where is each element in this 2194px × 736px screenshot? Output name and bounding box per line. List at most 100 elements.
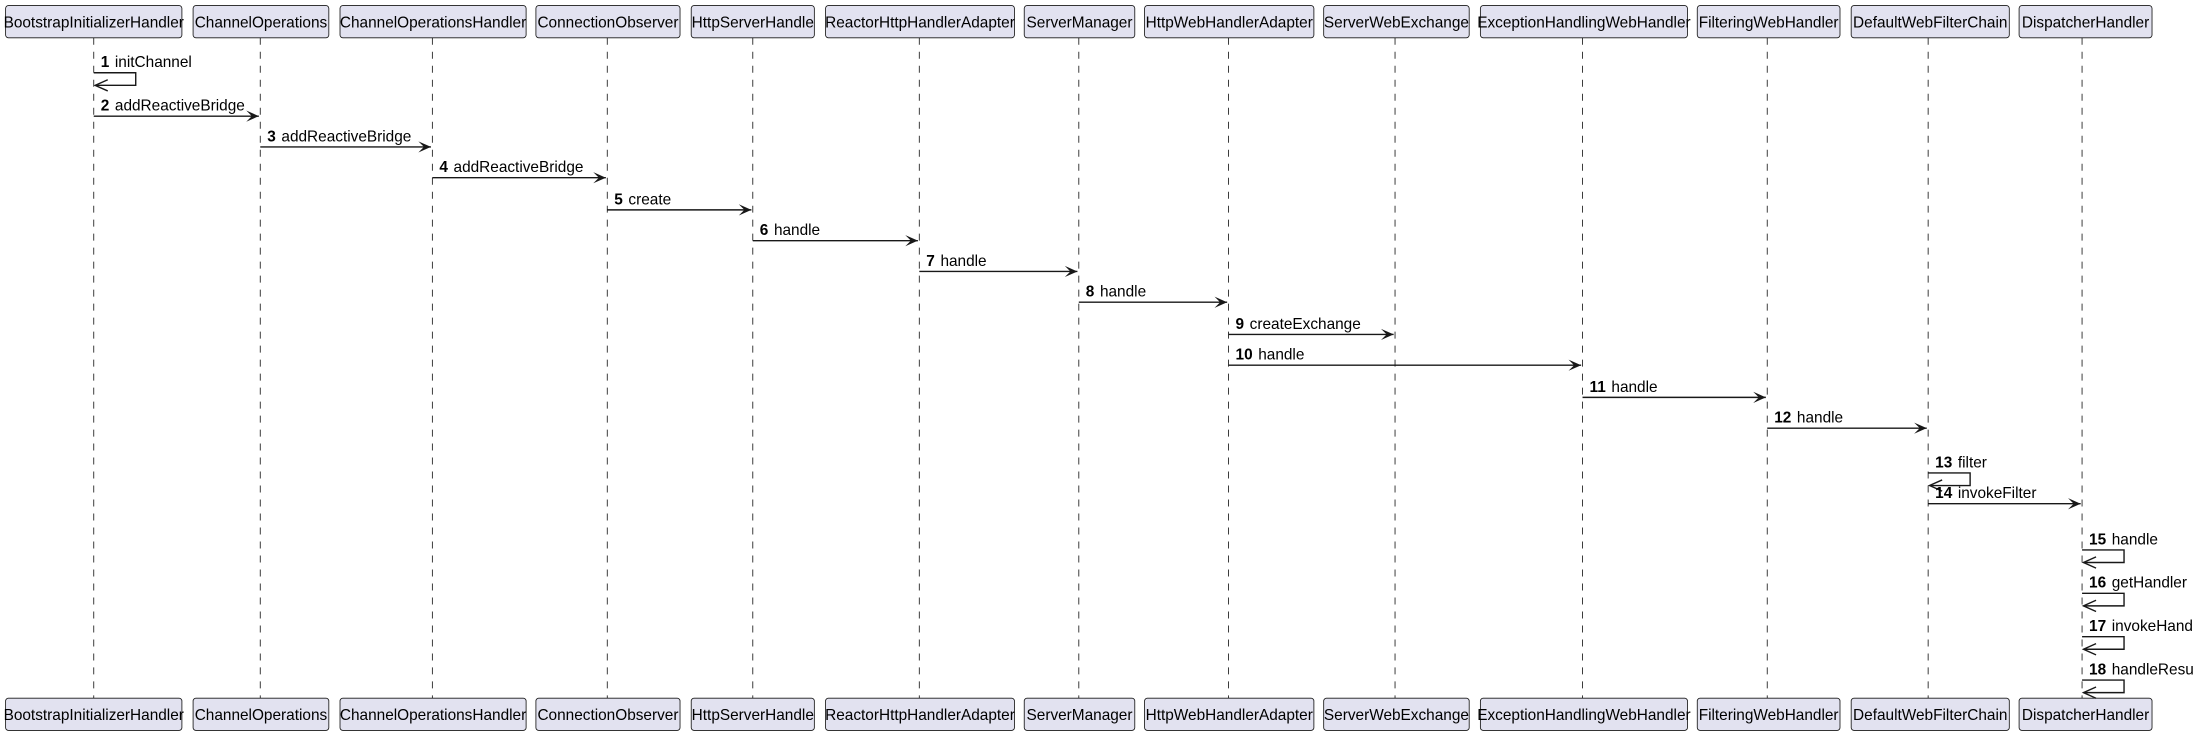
- arrow-head: [2081, 686, 2097, 699]
- message-text: invokeFilter: [1958, 485, 2037, 502]
- participant-name: ConnectionObserver: [537, 14, 678, 31]
- participant-name: ServerManager: [1027, 14, 1133, 31]
- participant-box-top: [1696, 5, 1841, 39]
- participant-name: DefaultWebFilterChain: [1853, 14, 2007, 31]
- arrow-head: [1753, 391, 1766, 403]
- participant-box-top: [535, 5, 681, 39]
- message-text: handle: [2112, 531, 2158, 548]
- message-label: 1 initChannel: [101, 54, 192, 71]
- message: 15 handle: [2081, 531, 2158, 569]
- message-text: create: [628, 191, 671, 208]
- participant-box-bottom: [5, 697, 183, 731]
- arrow-head: [93, 79, 109, 92]
- participant-box-bottom: [2018, 697, 2153, 731]
- message-text: handle: [774, 222, 820, 239]
- message: 12 handle: [1767, 410, 1927, 434]
- message: 10 handle: [1228, 347, 1582, 371]
- message-number: 17: [2089, 618, 2106, 635]
- message: 8 handle: [1078, 284, 1228, 308]
- message-number: 2: [101, 98, 110, 115]
- message-text: getHandler: [2112, 575, 2187, 592]
- message-number: 15: [2089, 531, 2107, 548]
- message: 1 initChannel: [93, 54, 192, 92]
- arrow-head: [738, 204, 752, 216]
- participant-box-top: [1323, 5, 1470, 39]
- message: 17 invokeHandler: [2081, 618, 2194, 656]
- participant-name: BootstrapInitializerHandler: [4, 707, 184, 724]
- participant-box-bottom: [690, 697, 815, 731]
- message-number: 14: [1935, 485, 1953, 502]
- participant-box-top: [1023, 5, 1136, 39]
- message-text: initChannel: [115, 54, 192, 71]
- message-label: 7 handle: [926, 253, 986, 270]
- message-label: 6 handle: [760, 222, 820, 239]
- participant-name: ExceptionHandlingWebHandler: [1477, 707, 1690, 724]
- participant-box-top: [5, 5, 183, 39]
- message: 7 handle: [919, 253, 1078, 278]
- participant-name: HttpServerHandle: [692, 14, 814, 31]
- message: 5 create: [607, 191, 752, 216]
- participant-name: ChannelOperationsHandler: [340, 707, 526, 724]
- self-arrow: [2082, 549, 2125, 564]
- message: 6 handle: [752, 222, 918, 247]
- participant-name: ReactorHttpHandlerAdapter: [825, 707, 1015, 724]
- participant-name: ExceptionHandlingWebHandler: [1477, 14, 1690, 31]
- arrow-head: [1381, 328, 1394, 341]
- participant-box-top: [339, 5, 527, 39]
- message-text: addReactiveBridge: [281, 128, 411, 145]
- message: 18 handleResult: [2081, 661, 2194, 699]
- arrow-head: [1214, 296, 1228, 308]
- arrow-head: [1568, 359, 1582, 371]
- participant-box-bottom: [1023, 697, 1136, 731]
- message-label: 15 handle: [2089, 531, 2158, 548]
- participant-name: ChannelOperations: [195, 707, 328, 724]
- message-label: 18 handleResult: [2089, 661, 2194, 678]
- participant-name: ServerWebExchange: [1324, 14, 1469, 31]
- arrow-head: [246, 110, 259, 122]
- message-label: 8 handle: [1086, 284, 1146, 301]
- message-text: handle: [1611, 379, 1657, 396]
- message-number: 8: [1086, 284, 1095, 301]
- message: 14 invokeFilter: [1928, 485, 2081, 510]
- arrow-head: [1927, 479, 1943, 492]
- participant-box-bottom: [339, 697, 527, 731]
- message-number: 1: [101, 54, 110, 71]
- message-text: invokeHandler: [2112, 618, 2194, 635]
- message: 16 getHandler: [2081, 575, 2187, 613]
- participant-box-top: [2018, 5, 2153, 39]
- self-arrow: [2082, 679, 2125, 694]
- arrow-head: [1064, 265, 1078, 278]
- participant-name: HttpWebHandlerAdapter: [1146, 707, 1313, 724]
- message-label: 16 getHandler: [2089, 575, 2187, 592]
- message: 11 handle: [1582, 379, 1766, 403]
- participant-box-bottom: [1479, 697, 1688, 731]
- participant-box-top: [825, 5, 1015, 39]
- arrow-head: [418, 141, 431, 153]
- participant-box-top: [690, 5, 815, 39]
- self-arrow: [1928, 472, 1971, 487]
- message: 4 addReactiveBridge: [432, 159, 606, 184]
- message-text: createExchange: [1250, 316, 1361, 333]
- self-arrow: [2082, 592, 2125, 607]
- participant-name: ConnectionObserver: [537, 707, 678, 724]
- participant-name: DispatcherHandler: [2022, 707, 2149, 724]
- message-number: 3: [267, 128, 276, 145]
- participant-name: BootstrapInitializerHandler: [4, 14, 184, 31]
- participant-name: HttpWebHandlerAdapter: [1146, 14, 1313, 31]
- participant-name: ChannelOperationsHandler: [340, 14, 526, 31]
- message-label: 2 addReactiveBridge: [101, 98, 245, 115]
- participant-name: DefaultWebFilterChain: [1853, 707, 2007, 724]
- message-number: 11: [1590, 379, 1607, 396]
- participant-box-bottom: [1850, 697, 2010, 731]
- arrow-head: [2068, 498, 2081, 510]
- message-number: 16: [2089, 575, 2106, 592]
- message-text: handle: [1797, 410, 1843, 427]
- message-text: handle: [1100, 284, 1146, 301]
- message-label: 10 handle: [1236, 347, 1305, 364]
- message-number: 10: [1236, 347, 1253, 364]
- message-label: 5 create: [614, 191, 671, 208]
- message-text: handle: [940, 253, 986, 270]
- message-number: 4: [439, 159, 448, 176]
- message-label: 17 invokeHandler: [2089, 618, 2194, 635]
- participant-name: ChannelOperations: [195, 14, 328, 31]
